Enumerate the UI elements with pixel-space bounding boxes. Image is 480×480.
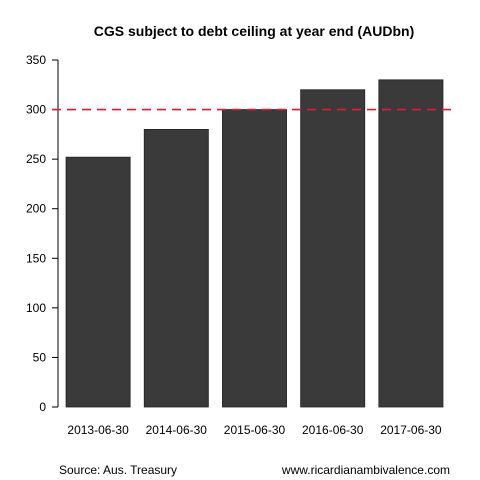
chart-title: CGS subject to debt ceiling at year end … [94, 23, 414, 39]
bar [378, 79, 444, 408]
x-tick-label: 2015-06-30 [224, 423, 286, 437]
x-tick-label: 2016-06-30 [302, 423, 364, 437]
bar [222, 109, 287, 408]
website-label: www.ricardianambivalence.com [281, 463, 450, 477]
y-tick-label: 250 [26, 152, 46, 166]
x-axis-labels: 2013-06-30 2014-06-30 2015-06-30 2016-06-30… [67, 423, 442, 437]
x-tick-label: 2017-06-30 [380, 423, 442, 437]
bars-group [65, 79, 444, 408]
y-tick-label: 150 [26, 251, 46, 265]
source-label: Source: Aus. Treasury [59, 463, 177, 477]
bar [300, 89, 366, 408]
x-tick-label: 2013-06-30 [67, 423, 129, 437]
y-tick-label: 100 [26, 301, 46, 315]
y-tick-label: 300 [26, 103, 46, 117]
bar [143, 128, 209, 408]
y-tick-label: 50 [33, 350, 47, 364]
y-tick-label: 200 [26, 202, 46, 216]
y-tick-label: 350 [26, 53, 46, 67]
x-tick-label: 2014-06-30 [146, 423, 208, 437]
bar [65, 156, 131, 408]
y-axis: 0 50 100 150 200 250 300 350 [26, 53, 59, 414]
y-tick-label: 0 [39, 400, 46, 414]
